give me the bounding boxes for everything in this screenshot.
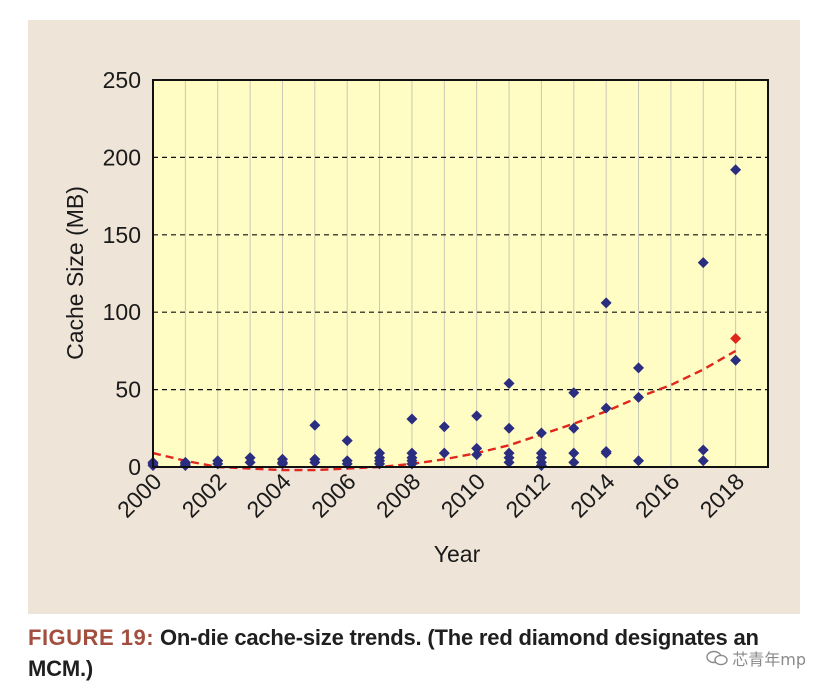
y-axis-label: Cache Size (MB)	[62, 186, 88, 360]
watermark: 芯青年mp	[706, 646, 806, 670]
vertical-gridlines	[184, 80, 737, 467]
data-point	[633, 391, 645, 403]
data-point	[406, 413, 418, 425]
data-point	[568, 422, 580, 434]
data-point	[341, 455, 353, 467]
data-point	[568, 447, 580, 459]
data-point	[600, 446, 612, 458]
figure-caption: FIGURE 19: On-die cache-size trends. (Th…	[28, 622, 818, 684]
x-axis-label: Year	[434, 541, 481, 567]
data-point	[730, 164, 742, 176]
data-point	[600, 297, 612, 309]
data-point	[276, 453, 288, 465]
data-point	[503, 422, 515, 434]
y-tick-label: 150	[103, 222, 141, 248]
data-point	[535, 447, 547, 459]
data-point	[309, 419, 321, 431]
data-point	[309, 453, 321, 465]
data-point	[179, 456, 191, 468]
caption-label: FIGURE 19:	[28, 625, 155, 650]
plot-frame	[152, 79, 769, 468]
data-point	[697, 444, 709, 456]
y-tick-label: 200	[103, 144, 141, 170]
wechat-icon	[706, 650, 728, 666]
y-tick-label: 0	[128, 454, 141, 480]
y-tick-label: 250	[103, 67, 141, 93]
horizontal-gridlines	[153, 156, 768, 391]
figure-panel: 0 50 100 150 200 250 2000 2002 2004 2006 2008 2010…	[28, 20, 800, 614]
caption-text: On-die cache-size trends. (The red diamo…	[28, 625, 759, 681]
data-point	[438, 421, 450, 433]
data-point	[600, 402, 612, 414]
watermark-text: 芯青年mp	[732, 650, 806, 669]
data-point	[244, 452, 256, 464]
plot-area	[153, 80, 768, 467]
data-point	[503, 447, 515, 459]
data-point	[212, 455, 224, 467]
data-point	[633, 455, 645, 467]
data-point	[406, 447, 418, 459]
data-point	[568, 456, 580, 468]
data-point	[438, 447, 450, 459]
data-point	[633, 362, 645, 374]
points-layer	[147, 164, 742, 471]
data-point	[503, 377, 515, 389]
y-tick-labels: 0 50 100 150 200 250	[103, 67, 141, 480]
data-point	[374, 447, 386, 459]
data-point	[730, 354, 742, 366]
y-tick-label: 50	[115, 377, 141, 403]
mcm-data-point	[730, 333, 742, 345]
y-tick-label: 100	[103, 299, 141, 325]
data-point	[471, 410, 483, 422]
data-point	[471, 442, 483, 454]
data-point	[568, 387, 580, 399]
data-point	[471, 449, 483, 461]
data-point	[341, 435, 353, 447]
data-point	[697, 455, 709, 467]
data-point	[535, 427, 547, 439]
data-point	[697, 257, 709, 269]
